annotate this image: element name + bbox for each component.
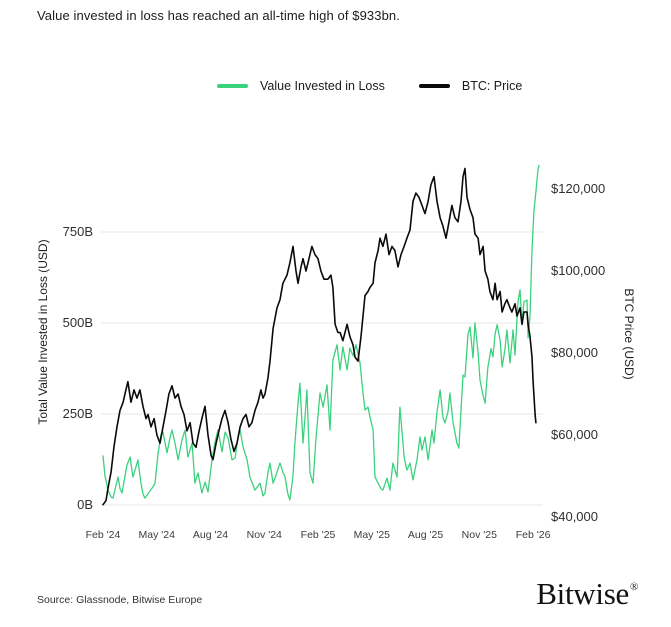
right-axis-ticks: $40,000 $60,000 $80,000 $100,000 $120,000 (551, 0, 661, 627)
legend-item-btc-price: BTC: Price (418, 79, 523, 93)
x-axis-tick-label: Aug '24 (192, 529, 229, 541)
x-axis-tick-label: May '25 (353, 529, 391, 541)
right-axis-tick-label: $120,000 (551, 181, 606, 196)
x-axis-tick-label: Feb '24 (85, 529, 121, 541)
legend-label-btc: BTC: Price (461, 79, 523, 93)
bitwise-logo: Bitwise® (536, 576, 638, 612)
legend-item-value-invested-in-loss: Value Invested in Loss (217, 79, 385, 93)
x-axis-tick-label: Nov '24 (246, 529, 282, 541)
left-axis-tick-label: 750B (62, 224, 93, 239)
loss-line (102, 164, 540, 501)
left-axis-ticks: 0B 250B 500B 750B (0, 0, 93, 627)
left-axis-tick-label: 500B (62, 315, 93, 330)
x-axis-tick-label: Feb '25 (300, 529, 336, 541)
btc-series-swatch (418, 84, 450, 88)
bitwise-wordmark: Bitwise (536, 576, 629, 611)
legend-label-loss: Value Invested in Loss (260, 79, 385, 93)
right-axis-tick-label: $100,000 (551, 263, 606, 278)
right-axis-tick-label: $60,000 (551, 427, 598, 442)
right-axis-tick-label: $80,000 (551, 345, 598, 360)
x-axis-tick-label: Feb '26 (515, 529, 551, 541)
legend: Value Invested in Loss BTC: Price (217, 79, 522, 93)
registered-trademark-icon: ® (629, 581, 638, 593)
left-axis-title: Total Value Invested in Loss (USD) (36, 239, 50, 425)
x-axis-tick-label: Aug '25 (407, 529, 444, 541)
btc-line (102, 167, 537, 506)
x-axis-tick-label: Nov '25 (461, 529, 497, 541)
source-text: Source: Glassnode, Bitwise Europe (37, 594, 203, 606)
left-axis-tick-label: 0B (77, 497, 93, 512)
loss-series-swatch (217, 84, 248, 88)
right-axis-title: BTC Price (USD) (622, 288, 636, 380)
chart-title: Value invested in loss has reached an al… (37, 8, 400, 23)
left-axis-tick-label: 250B (62, 406, 93, 421)
right-axis-tick-label: $40,000 (551, 509, 598, 524)
x-axis-tick-label: May '24 (138, 529, 175, 541)
